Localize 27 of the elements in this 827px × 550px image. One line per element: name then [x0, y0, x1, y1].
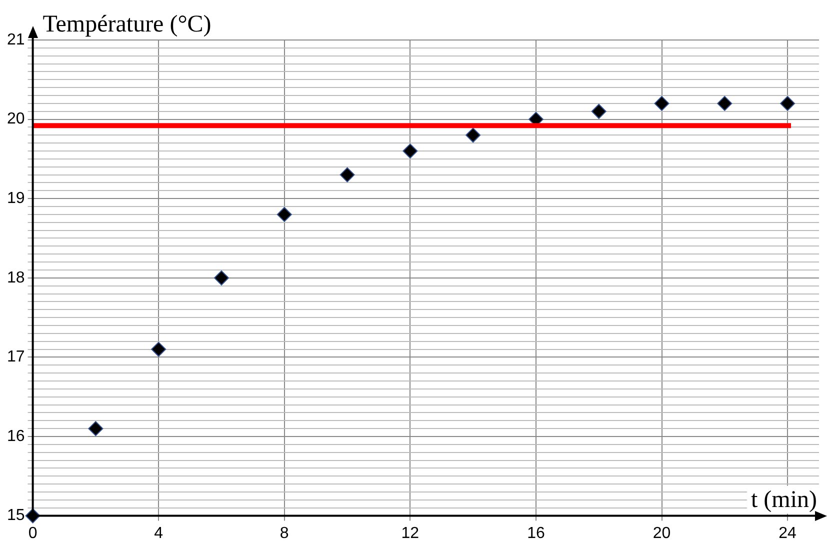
- y-tick-label: 21: [7, 31, 25, 48]
- point: [214, 270, 229, 286]
- point: [402, 144, 418, 159]
- x-tick-label: 20: [652, 524, 671, 542]
- x-tick-label: 8: [280, 524, 289, 542]
- point: [466, 128, 481, 143]
- y-axis-title: Température (°C): [42, 11, 212, 38]
- x-tick-label: 0: [28, 524, 38, 542]
- y-tick-label: 20: [7, 110, 25, 128]
- point: [276, 206, 292, 222]
- point: [717, 96, 732, 111]
- x-tick-label: 4: [154, 524, 164, 542]
- y-tick-label: 15: [7, 507, 25, 524]
- point: [780, 96, 796, 111]
- point: [654, 96, 670, 111]
- y-tick-label: 19: [7, 190, 25, 208]
- y-tick-label: 17: [7, 348, 25, 366]
- x-axis-title: t (min): [751, 487, 817, 514]
- point: [88, 421, 104, 436]
- point: [591, 104, 606, 119]
- y-tick-label: 18: [7, 269, 25, 286]
- y-tick-label: 16: [7, 428, 25, 445]
- point: [340, 167, 355, 182]
- x-tick-label: 16: [527, 524, 545, 542]
- x-tick-label: 12: [401, 524, 420, 542]
- x-tick-label: 24: [778, 524, 797, 542]
- point: [151, 342, 166, 357]
